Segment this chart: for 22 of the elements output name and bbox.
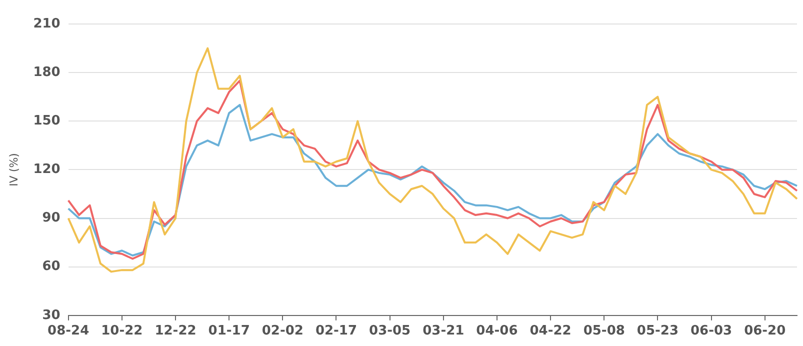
y-tick-label: 120 <box>33 162 60 178</box>
y-tick-label: 150 <box>33 114 60 129</box>
y-tick-label: 90 <box>42 210 60 226</box>
x-tick-label: 04-06 <box>476 324 518 339</box>
x-tick-label: 12-22 <box>154 324 196 339</box>
x-tick-label: 08-24 <box>48 324 90 339</box>
y-tick-label: 60 <box>42 259 60 274</box>
x-tick-label: 05-23 <box>636 324 678 339</box>
x-tick-label: 04-22 <box>530 324 572 339</box>
x-tick-label: 01-17 <box>208 324 250 339</box>
y-axis-title: IV (%) <box>7 153 20 186</box>
y-tick-label: 30 <box>42 308 60 323</box>
y-tick-label: 210 <box>33 16 60 32</box>
y-tick-label: 180 <box>33 64 60 80</box>
x-tick-label: 10-22 <box>101 324 143 339</box>
x-tick-label: 02-17 <box>315 324 358 339</box>
x-tick-label: 02-02 <box>262 324 304 339</box>
x-tick-label: 06-20 <box>744 324 786 339</box>
x-tick-label: 03-05 <box>369 324 411 339</box>
x-tick-label: 05-08 <box>583 324 625 339</box>
x-tick-label: 03-21 <box>422 324 464 339</box>
x-tick-label: 06-03 <box>690 324 732 339</box>
